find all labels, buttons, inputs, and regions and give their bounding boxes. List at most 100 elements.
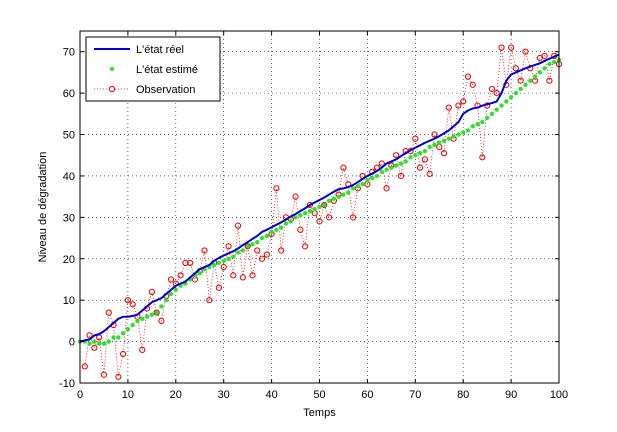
estimate-point [173, 287, 178, 293]
estimate-point [221, 258, 226, 264]
estimate-point [317, 204, 322, 210]
observation-point [412, 135, 419, 142]
estimate-point [398, 161, 404, 166]
estimate-point [116, 335, 121, 340]
observation-point [445, 104, 452, 111]
observation-point [120, 350, 127, 358]
estimate-point [159, 304, 164, 309]
series-layer [77, 44, 563, 380]
estimate-point [336, 194, 341, 199]
estimate-point [523, 82, 528, 88]
observation-point [306, 201, 314, 209]
observation-point [397, 172, 405, 180]
estimate-point [255, 240, 260, 245]
observation-point [201, 247, 208, 254]
estimate-point [465, 128, 471, 133]
observation-point [177, 272, 184, 279]
estimate-point [197, 271, 202, 276]
estimate-point [365, 177, 370, 183]
estimate-point [456, 132, 461, 137]
legend: L'état réel L'état estimé Observation [85, 36, 221, 102]
observation-point [153, 309, 160, 316]
observation-point [220, 263, 227, 271]
estimate-point [245, 244, 250, 249]
x-tick-label: 20 [170, 389, 182, 401]
estimate-point [226, 256, 231, 261]
observation-point [249, 272, 256, 279]
observation-point [498, 44, 505, 51]
estimate-point [307, 208, 313, 214]
observation-point [100, 371, 108, 378]
estimate-point [140, 316, 145, 322]
observation-point [426, 170, 433, 177]
estimate-point [87, 341, 92, 346]
estimate-point [389, 165, 394, 170]
observation-point [517, 77, 524, 84]
y-tick-label: 60 [63, 88, 75, 100]
estimate-point [379, 169, 384, 174]
observation-point [541, 52, 548, 59]
observation-point [349, 214, 357, 221]
estimate-point [331, 196, 337, 201]
legend-box [85, 36, 221, 102]
estimate-point [101, 341, 107, 346]
observation-point [187, 259, 194, 267]
y-tick-label: 0 [69, 337, 75, 349]
observation-point [383, 185, 390, 192]
estimate-point [250, 242, 255, 247]
x-tick-label: 50 [313, 389, 325, 401]
y-tick-label: 30 [63, 212, 75, 224]
estimate-point [475, 121, 480, 127]
estimate-point [518, 86, 523, 92]
observation-point [278, 247, 285, 254]
estimate-point [547, 61, 552, 67]
estimate-point [264, 233, 270, 239]
x-tick-label: 0 [77, 389, 83, 401]
observation-point [91, 344, 98, 351]
estimate-point [480, 119, 485, 125]
observation-point [493, 90, 500, 97]
estimate-point [322, 202, 327, 208]
observation-point [273, 185, 280, 192]
estimate-point [326, 198, 332, 203]
observation-point [512, 65, 519, 72]
estimate-point [393, 163, 399, 168]
estimate-point [125, 326, 131, 332]
estimate-point [144, 314, 150, 319]
estimate-point [432, 142, 437, 148]
x-tick-label: 10 [122, 389, 134, 401]
observation-point [124, 297, 132, 304]
observation-point [254, 247, 261, 254]
observation-point [393, 152, 400, 159]
observation-point [148, 288, 155, 295]
estimate-point [422, 148, 428, 154]
observation-point [546, 77, 553, 84]
estimate-point [293, 215, 298, 220]
estimate-point [120, 331, 126, 336]
estimate-point [528, 78, 533, 83]
y-tick-label: 10 [63, 295, 75, 307]
estimate-point [240, 248, 246, 253]
estimate-point [384, 167, 389, 172]
observation-point [464, 73, 472, 80]
estimate-point [484, 115, 490, 121]
observation-point [105, 309, 112, 316]
observation-point [431, 131, 438, 138]
estimate-point [489, 111, 495, 117]
y-axis-label: Niveau de dégradation [37, 152, 49, 263]
estimate-point [283, 221, 289, 226]
observation-point [508, 44, 515, 51]
estimate-point [111, 335, 116, 340]
estimate-point [106, 339, 111, 344]
x-tick-label: 30 [218, 389, 230, 401]
estimate-point [355, 184, 361, 189]
observation-point [460, 98, 467, 105]
legend-swatch-estimate [109, 66, 115, 72]
estimate-point [446, 136, 452, 141]
estimate-point [216, 260, 222, 266]
observation-point [129, 301, 136, 308]
observation-point [206, 297, 213, 304]
estimate-point [341, 192, 346, 197]
y-tick-label: -10 [59, 378, 75, 390]
observation-point [215, 284, 223, 291]
